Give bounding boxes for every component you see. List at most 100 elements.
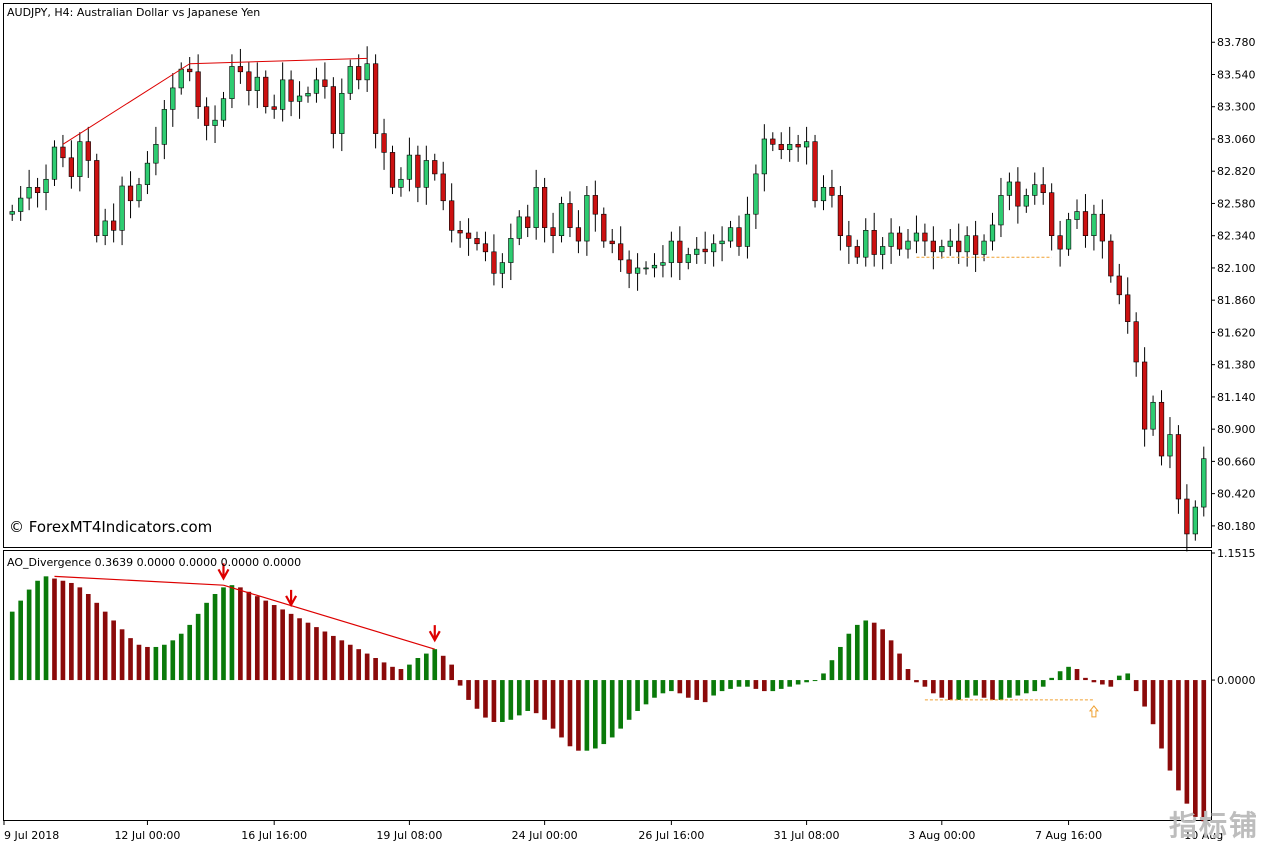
ao-bar-up [593, 680, 598, 749]
ao-bar-down [457, 680, 463, 686]
ao-bar-down [474, 680, 480, 709]
ao-bar-down [491, 680, 497, 722]
ao-divergence-line [54, 575, 224, 586]
bear-candle [1049, 192, 1055, 236]
price-tick-label: 81.380 [1217, 359, 1256, 372]
ao-bar-up [778, 680, 784, 689]
price-tick-label: 81.860 [1217, 294, 1256, 307]
bear-candle [770, 138, 776, 145]
bear-candle [449, 200, 455, 231]
time-tick-label: 19 Jul 08:00 [376, 829, 442, 842]
ao-bar-down [1091, 680, 1097, 683]
ao-bar-down [280, 609, 285, 681]
buy-arrow-icon [1088, 705, 1099, 718]
ao-bar-down [339, 640, 345, 681]
ao-bar-down [128, 638, 133, 681]
ao-bar-up [525, 680, 531, 711]
ao-bar-up [204, 602, 209, 681]
ao-bar-down [871, 622, 877, 681]
bear-candle [618, 243, 624, 261]
bear-candle [195, 71, 201, 108]
price-divergence-line [189, 57, 368, 65]
ao-bar-up [1116, 675, 1122, 681]
bull-candle [26, 187, 32, 199]
bear-candle [626, 259, 632, 274]
ao-bar-down [381, 662, 387, 681]
bear-candle [829, 187, 835, 196]
ao-bar-up [1049, 677, 1054, 681]
ao-bar-up [821, 673, 826, 681]
bull-candle [51, 146, 58, 180]
ao-bar-up [35, 580, 40, 681]
bear-candle [330, 86, 336, 134]
ao-bar-up [626, 680, 632, 720]
ao-bar-up [964, 680, 970, 698]
ao-bar-up [415, 657, 421, 681]
ao-bar-down [1150, 680, 1156, 725]
ao-bar-up [178, 633, 184, 681]
time-tick-label: 24 Jul 00:00 [512, 829, 578, 842]
price-tick-label: 80.420 [1217, 488, 1256, 501]
bull-candle [499, 262, 505, 274]
time-tick-label: 10 Aug [1184, 829, 1223, 842]
bear-candle [381, 133, 387, 153]
price-tick-label: 82.580 [1217, 197, 1256, 210]
ao-bar-up [736, 680, 742, 687]
price-panel-frame [3, 3, 1212, 548]
bull-candle [77, 141, 83, 177]
ao-bar-up [432, 649, 438, 681]
bull-candle [144, 162, 151, 185]
bear-candle [111, 220, 117, 231]
bear-candle [263, 76, 269, 108]
bull-candle [136, 184, 142, 202]
bull-candle [694, 248, 700, 255]
bear-candle [854, 246, 860, 258]
bear-candle [34, 187, 41, 194]
ao-bar-down [1074, 669, 1080, 681]
ao-bar-up [787, 680, 793, 687]
ao-bar-down [1133, 680, 1139, 692]
ao-divergence-line [223, 584, 435, 650]
ao-bar-down [550, 680, 556, 729]
ao-bar-up [508, 680, 514, 720]
bear-candle [482, 243, 489, 253]
bull-candle [753, 173, 759, 215]
bear-candle [127, 185, 134, 202]
bull-candle [364, 63, 370, 81]
ao-bar-down [990, 680, 995, 700]
ao-bar-down [356, 649, 362, 681]
indicator-tick-label: 0.0000 [1217, 674, 1256, 687]
bull-candle [1091, 213, 1097, 236]
bear-candle [389, 152, 396, 188]
bear-candle [440, 173, 446, 202]
bear-candle [457, 230, 463, 234]
symbol-title: AUDJPY, H4: Australian Dollar vs Japanes… [7, 6, 260, 19]
ao-bar-up [812, 680, 818, 682]
bear-candle [1116, 275, 1122, 296]
ao-bar-up [170, 640, 176, 681]
ao-bar-down [483, 680, 488, 718]
bull-candle [1201, 458, 1207, 508]
bear-candle [356, 66, 362, 81]
bear-candle [271, 106, 277, 110]
bull-candle [989, 224, 996, 242]
ao-bar-up [221, 587, 226, 681]
time-tick-label: 3 Aug 00:00 [908, 829, 975, 842]
bear-candle [1158, 401, 1165, 457]
time-tick-label: 26 Jul 16:00 [638, 829, 704, 842]
bull-candle [668, 240, 675, 263]
bear-candle [812, 141, 818, 202]
bull-candle [947, 240, 953, 247]
bear-candle [592, 195, 598, 215]
bull-candle [9, 211, 15, 215]
ao-bar-up [584, 680, 590, 751]
ao-bar-up [500, 680, 505, 722]
bull-candle [1023, 195, 1029, 207]
bear-candle [474, 238, 480, 245]
bull-candle [170, 87, 176, 110]
ao-bar-down [238, 587, 243, 681]
ao-bar-up [1066, 666, 1071, 681]
ao-bar-down [1159, 680, 1164, 749]
